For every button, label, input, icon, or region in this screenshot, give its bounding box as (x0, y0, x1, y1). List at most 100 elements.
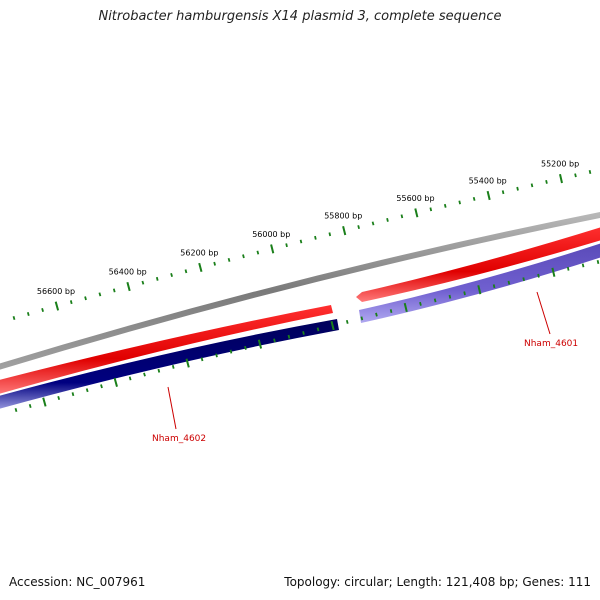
gene-Nham_4601-leader-line (536, 291, 551, 335)
minor-tick (522, 277, 525, 282)
minor-tick (242, 254, 245, 259)
minor-tick (386, 217, 389, 222)
minor-tick (184, 269, 188, 274)
minor-tick (85, 388, 89, 393)
major-tick (198, 262, 203, 273)
minor-tick (69, 300, 73, 305)
tick-label: 56000 bp (252, 230, 290, 239)
minor-tick (357, 225, 360, 230)
minor-tick (287, 334, 291, 339)
forward-strand-feature-left (0, 305, 333, 394)
minor-tick (200, 357, 204, 362)
minor-tick (371, 221, 375, 226)
major-tick (342, 226, 347, 236)
minor-tick (492, 284, 496, 289)
tick-label-group: 56600 bp 56400 bp 56200 bp 56000 bp 55800 bp… (37, 160, 579, 297)
tick-label: 55400 bp (469, 177, 507, 186)
minor-tick (215, 353, 218, 358)
minor-tick (400, 214, 404, 219)
major-tick (270, 244, 275, 254)
inner-tick-ring (14, 260, 600, 412)
major-tick (257, 339, 263, 349)
minor-tick (285, 243, 288, 248)
tick-label: 55800 bp (324, 212, 362, 221)
minor-tick (537, 273, 540, 278)
minor-tick (112, 288, 116, 293)
minor-tick (143, 372, 146, 377)
minor-tick (458, 200, 461, 205)
gene-Nham_4602-leader-line (167, 386, 177, 430)
minor-tick (141, 280, 145, 285)
tick-label: 56200 bp (180, 249, 218, 258)
minor-tick (128, 376, 132, 381)
minor-tick (443, 203, 447, 208)
minor-tick (345, 319, 349, 324)
gene-label-Nham_4602: Nham_4602 (152, 386, 206, 444)
minor-tick (299, 239, 303, 244)
gene-Nham_4601-feature (359, 243, 600, 323)
minor-tick (155, 276, 159, 281)
minor-tick (28, 404, 32, 408)
minor-tick (26, 312, 30, 316)
minor-tick (448, 294, 452, 299)
minor-tick (429, 207, 433, 212)
forward-strand-feature-right (356, 227, 600, 302)
accession-text: Accession: NC_007961 (9, 575, 146, 589)
minor-tick (98, 292, 102, 297)
minor-tick (244, 345, 247, 350)
tick-label: 56400 bp (109, 268, 147, 277)
gene-Nham_4602-feature (0, 319, 339, 409)
topology-summary-text: Topology: circular; Length: 121,408 bp; … (284, 575, 591, 589)
minor-tick (375, 312, 378, 317)
major-tick (403, 302, 408, 313)
major-tick (42, 397, 47, 407)
tick-label: 56600 bp (37, 287, 75, 296)
minor-tick (596, 260, 600, 264)
minor-tick (41, 308, 44, 313)
minor-tick (256, 250, 260, 255)
minor-tick (419, 301, 422, 306)
minor-tick (314, 235, 317, 240)
plasmid-backbone (0, 211, 600, 370)
minor-tick (213, 261, 216, 266)
major-tick (414, 208, 419, 218)
minor-tick (501, 190, 505, 195)
minor-tick (227, 257, 231, 262)
major-tick (330, 321, 335, 331)
minor-tick (507, 280, 511, 285)
gene-label-Nham_4601: Nham_4601 (524, 291, 578, 349)
minor-tick (157, 368, 161, 373)
major-tick (477, 285, 482, 295)
minor-tick (588, 170, 592, 174)
major-tick (113, 377, 118, 387)
map-title: Nitrobacter hamburgensis X14 plasmid 3, … (98, 9, 502, 24)
gene-Nham_4601-label: Nham_4601 (524, 339, 578, 349)
minor-tick (71, 392, 75, 397)
major-tick (486, 190, 491, 201)
minor-tick (171, 364, 175, 369)
minor-tick (360, 316, 364, 321)
minor-tick (472, 196, 476, 201)
minor-tick (316, 327, 320, 332)
minor-tick (574, 173, 577, 178)
minor-tick (84, 296, 87, 301)
minor-tick (12, 316, 16, 320)
minor-tick (100, 384, 103, 389)
minor-tick (463, 291, 466, 296)
major-tick (185, 358, 190, 368)
tick-label: 55200 bp (541, 160, 579, 169)
minor-tick (229, 349, 233, 354)
minor-tick (14, 408, 18, 412)
major-tick (559, 173, 563, 184)
minor-tick (170, 273, 173, 278)
major-tick (551, 267, 556, 277)
outer-tick-ring (12, 170, 592, 320)
major-tick (54, 301, 60, 311)
minor-tick (433, 298, 437, 303)
minor-tick (302, 331, 305, 335)
minor-tick (545, 179, 548, 184)
major-tick (126, 281, 131, 292)
minor-tick (328, 232, 332, 237)
